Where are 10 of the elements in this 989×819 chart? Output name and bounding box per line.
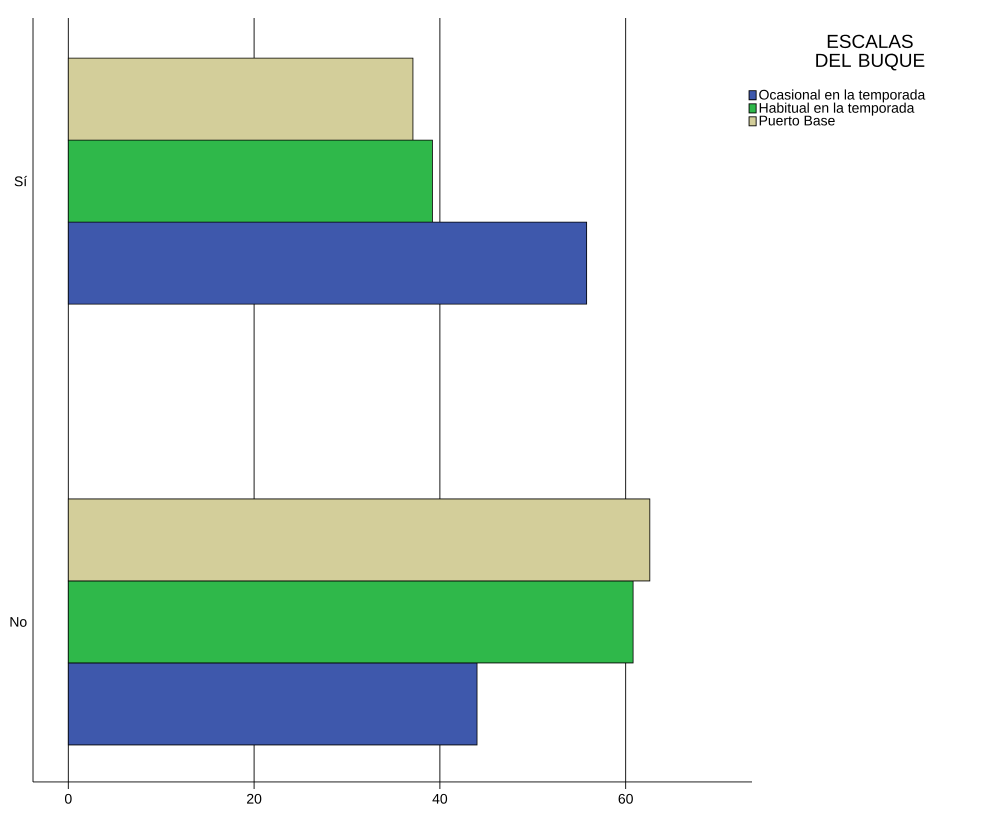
legend-label: Ocasional en la temporada: [759, 89, 926, 102]
legend-title: ESCALAS DEL BUQUE: [816, 34, 924, 70]
x-tick-label: 20: [247, 794, 262, 804]
x-tick-label: 40: [432, 794, 448, 804]
legend-label: Habitual en la temporada: [760, 102, 914, 116]
legend-label: Puerto Base: [760, 116, 835, 126]
y-tick-label: No: [10, 617, 27, 627]
x-tick-label: 60: [618, 794, 633, 804]
y-tick-label: Sí: [14, 176, 28, 186]
x-tick-label: 0: [64, 794, 72, 804]
